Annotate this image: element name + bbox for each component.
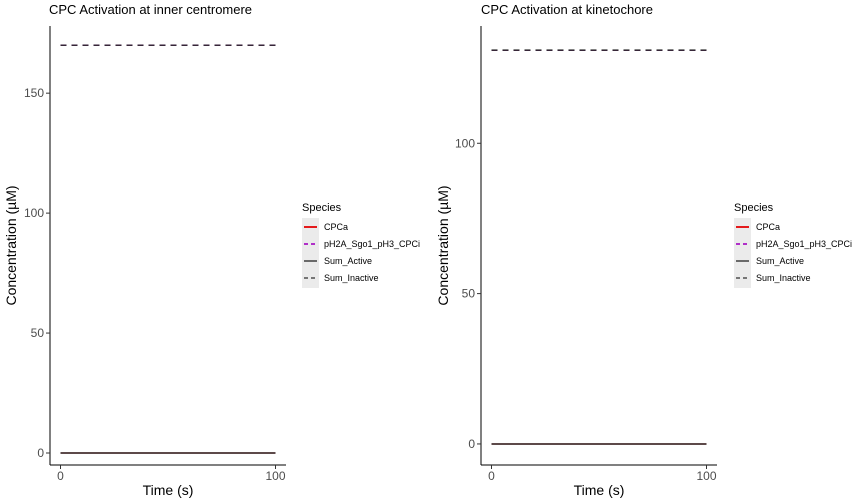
x-tick-label: 0 <box>488 469 495 483</box>
legend-label: Sum_Active <box>756 256 804 266</box>
legend-key-background <box>734 218 751 288</box>
y-tick-label: 50 <box>462 287 476 301</box>
y-tick-label: 100 <box>24 206 44 220</box>
legend-label: Sum_Inactive <box>324 273 379 283</box>
y-tick-label: 50 <box>31 326 45 340</box>
y-tick-label: 0 <box>468 437 475 451</box>
legend-label: CPCa <box>756 222 780 232</box>
y-tick-label: 100 <box>455 136 475 150</box>
y-axis-title: Concentration (µM) <box>435 185 451 305</box>
legend-label: pH2A_Sgo1_pH3_CPCi <box>756 239 852 249</box>
x-tick-label: 100 <box>696 469 716 483</box>
legend-label: Sum_Active <box>324 256 372 266</box>
x-tick-label: 100 <box>265 469 285 483</box>
x-axis-title: Time (s) <box>574 482 625 498</box>
chart-title: CPC Activation at inner centromere <box>49 2 252 17</box>
chart-title: CPC Activation at kinetochore <box>481 2 653 17</box>
legend-label: Sum_Inactive <box>756 273 811 283</box>
y-tick-label: 0 <box>37 446 44 460</box>
legend-key-background <box>302 218 319 288</box>
x-axis-title: Time (s) <box>143 482 194 498</box>
x-tick-label: 0 <box>57 469 64 483</box>
y-axis-title: Concentration (µM) <box>3 185 19 305</box>
legend-title: Species <box>302 202 342 214</box>
legend-label: pH2A_Sgo1_pH3_CPCi <box>324 239 420 249</box>
legend-label: CPCa <box>324 222 348 232</box>
legend-title: Species <box>734 202 774 214</box>
y-tick-label: 150 <box>24 86 44 100</box>
